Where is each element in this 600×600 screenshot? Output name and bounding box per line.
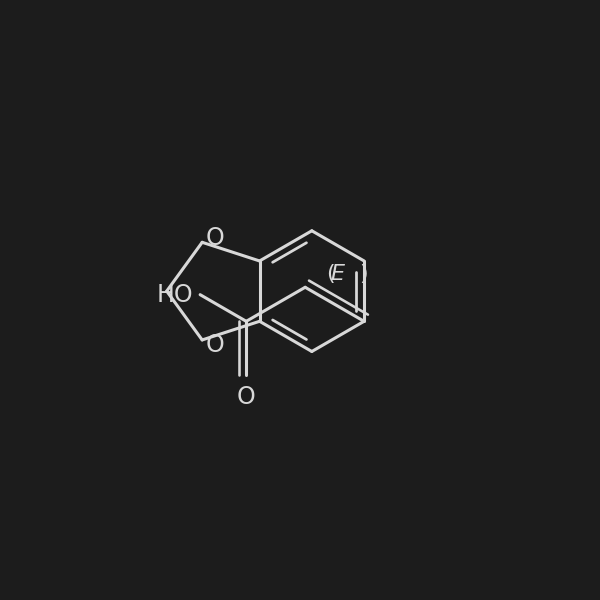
Text: O: O <box>237 385 256 409</box>
Text: ): ) <box>359 263 368 284</box>
Text: HO: HO <box>157 283 193 307</box>
Text: E: E <box>331 263 344 284</box>
Text: O: O <box>206 332 224 356</box>
Text: O: O <box>206 226 224 250</box>
Text: (: ( <box>326 263 335 284</box>
